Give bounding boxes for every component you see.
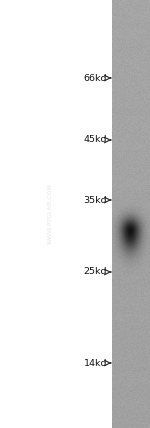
Text: 35kd: 35kd xyxy=(83,196,107,205)
Text: WWW.PTGLAB.COM: WWW.PTGLAB.COM xyxy=(48,184,53,244)
Text: 45kd: 45kd xyxy=(84,136,107,145)
Text: 14kd: 14kd xyxy=(84,359,107,368)
Text: 25kd: 25kd xyxy=(84,268,107,276)
Text: 66kd: 66kd xyxy=(84,74,107,83)
